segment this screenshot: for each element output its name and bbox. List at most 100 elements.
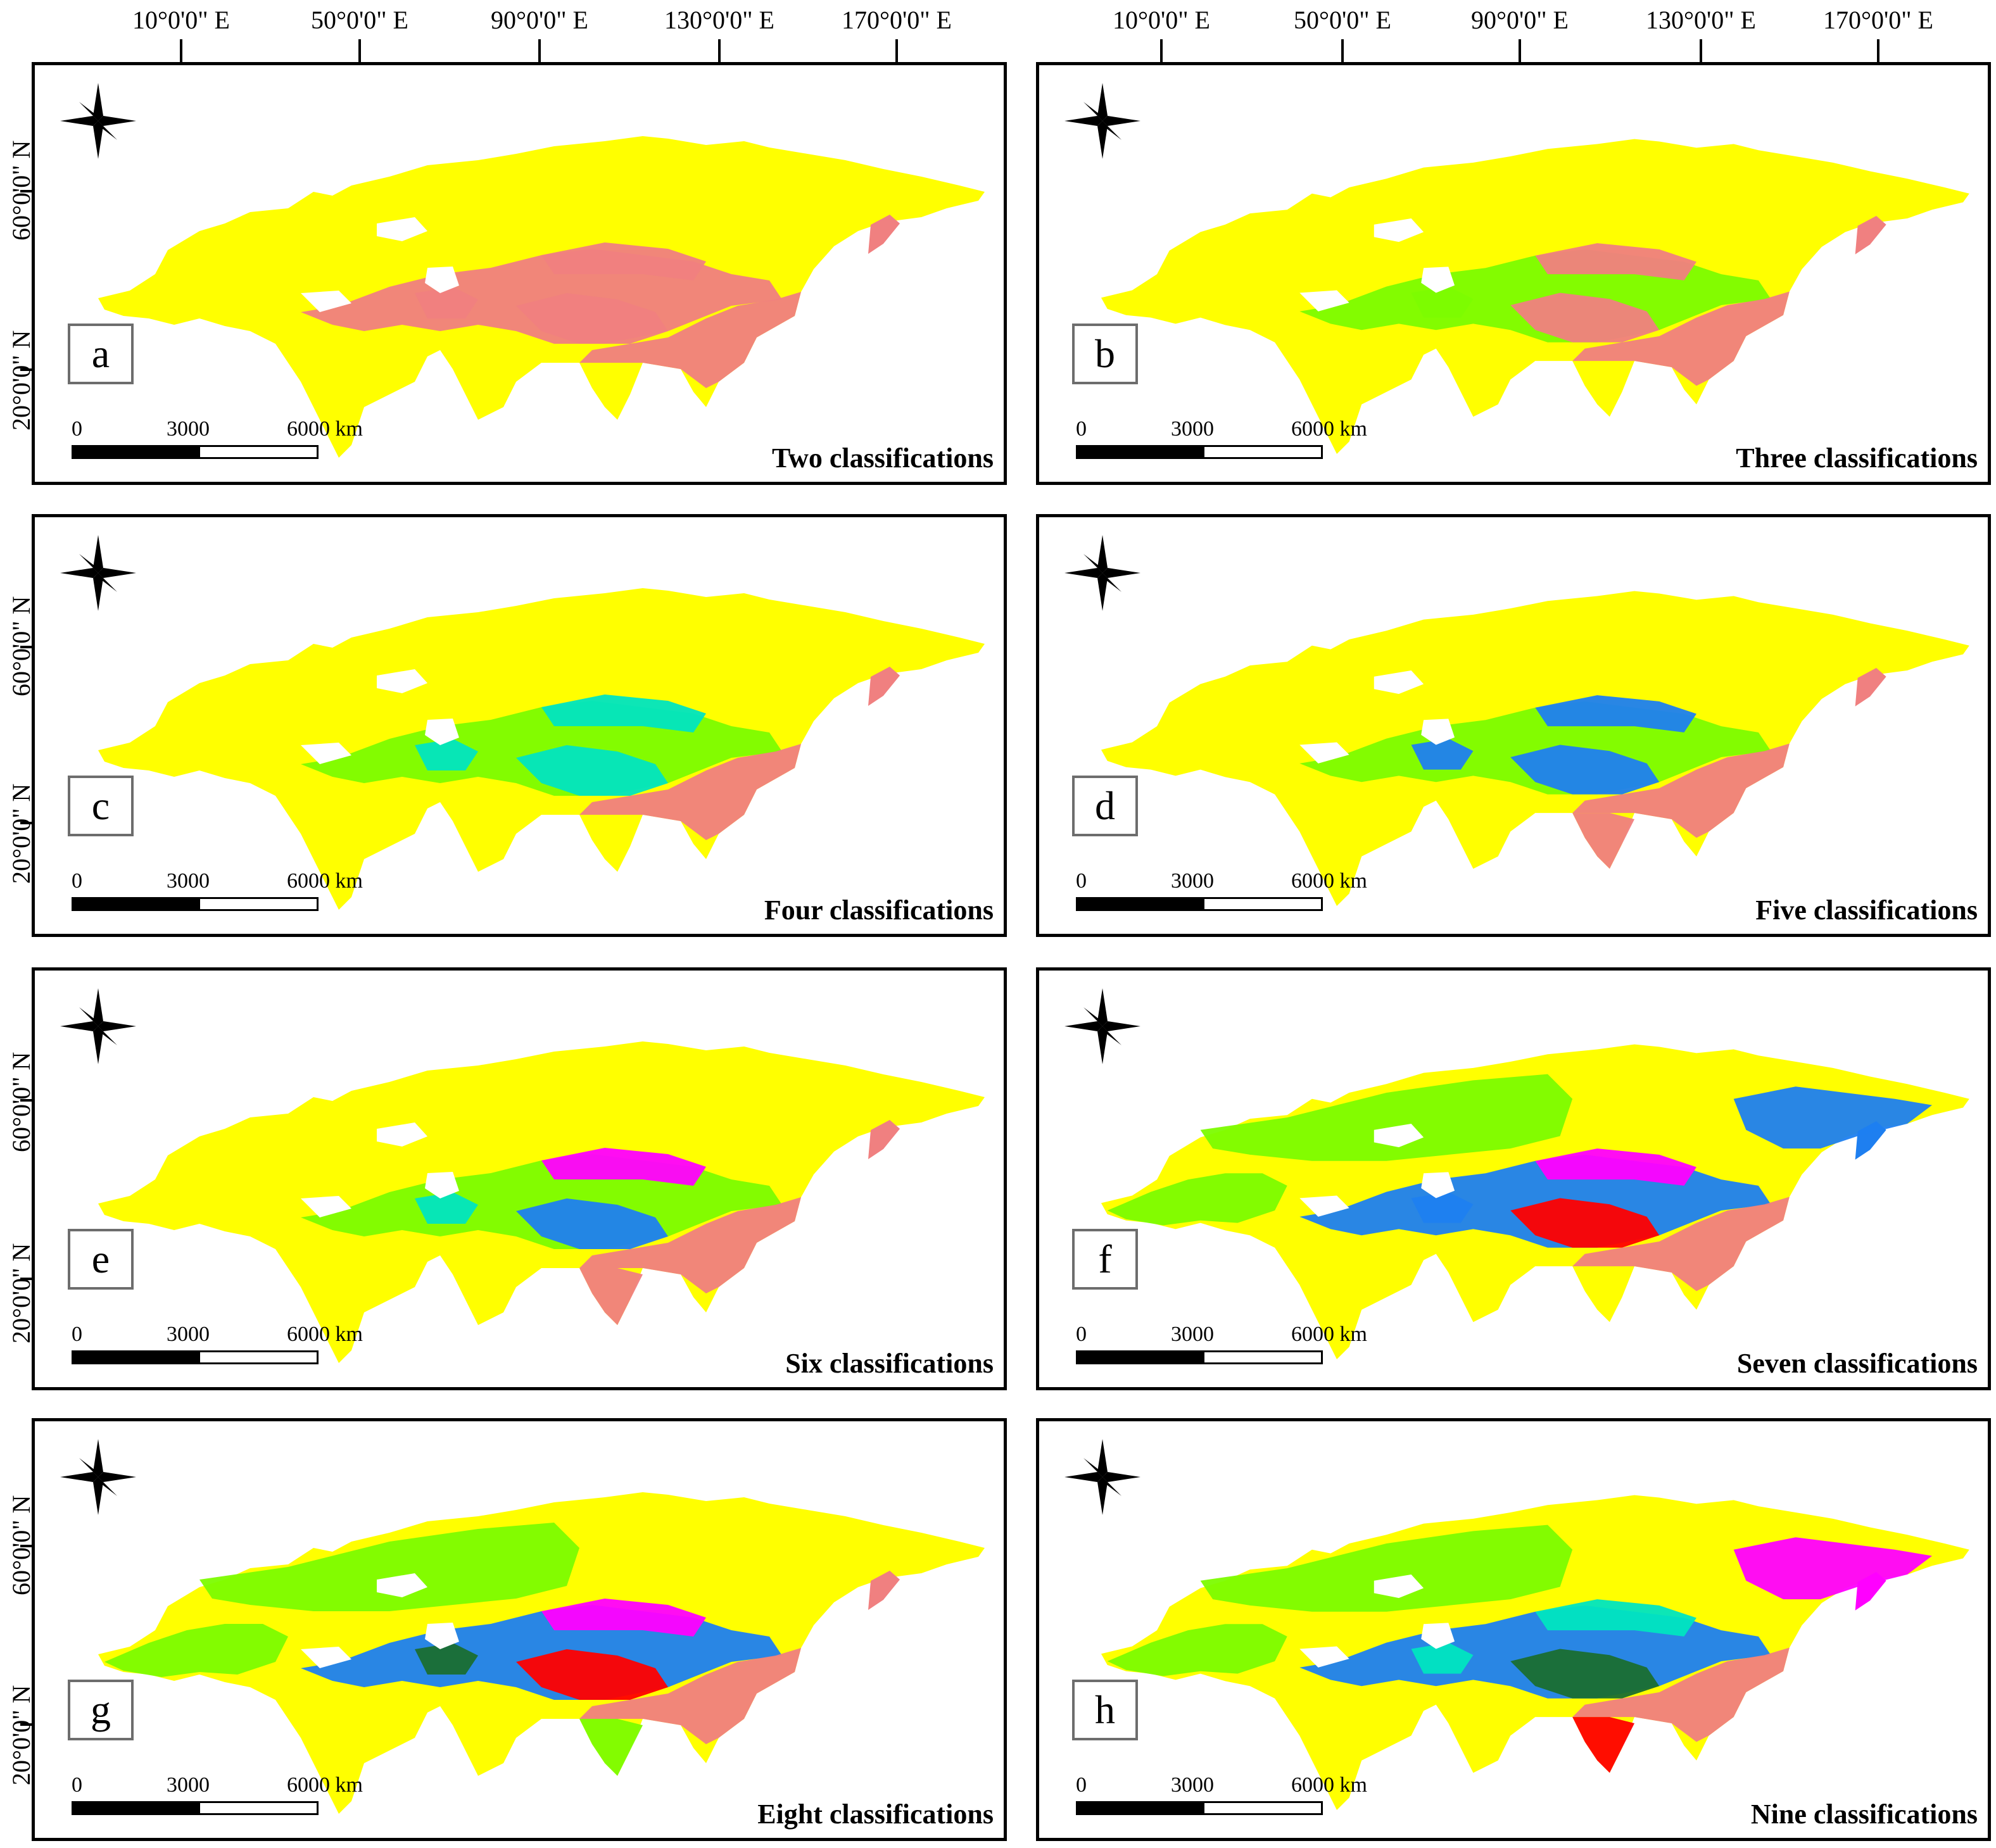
- panel-letter: f: [1072, 1229, 1138, 1290]
- water-body: [1299, 742, 1349, 764]
- panel-letter: d: [1072, 776, 1138, 836]
- class-region-tibet: [1510, 745, 1660, 795]
- kamchatka-region: [1855, 216, 1886, 255]
- north-arrow-icon: [60, 535, 136, 611]
- water-body: [425, 267, 459, 293]
- water-body: [1421, 719, 1455, 745]
- class-region-siberia: [1200, 1074, 1573, 1161]
- lat-tick: [20, 368, 42, 371]
- scale-label-end: 6000 km: [1291, 1323, 1367, 1346]
- class-region-south: [579, 1197, 801, 1293]
- lat-tick: [20, 1278, 42, 1280]
- panel-title: Seven classifications: [1736, 1348, 1978, 1379]
- water-body: [1374, 1574, 1424, 1599]
- scale-label-mid: 3000: [1171, 1323, 1214, 1346]
- lat-tick: [20, 1545, 42, 1547]
- class-region-south: [1572, 743, 1790, 838]
- lat-tick: [20, 1723, 42, 1726]
- scale-label-end: 6000 km: [287, 1323, 363, 1346]
- scale-segment-white: [198, 897, 319, 911]
- class-region-siberia: [199, 1523, 579, 1611]
- scale-label-mid: 3000: [167, 1323, 210, 1346]
- water-body: [377, 217, 427, 241]
- class-region-europe: [1107, 1173, 1287, 1226]
- scale-segment-white: [1203, 1801, 1323, 1815]
- class-region-tibet: [1510, 1649, 1660, 1699]
- north-arrow-icon: [1064, 988, 1140, 1064]
- lat-tick: [20, 646, 42, 648]
- class-region-mongolia: [1535, 243, 1696, 280]
- lon-tick: [1341, 39, 1344, 63]
- lon-label: 170°0'0" E: [1823, 6, 1933, 34]
- class-region-europe: [1107, 1624, 1287, 1676]
- classification-map: [1101, 1044, 1969, 1360]
- class-region-mongolia: [541, 695, 706, 732]
- class-region-caspian: [415, 739, 478, 770]
- north-arrow-icon: [60, 83, 136, 159]
- lat-tick: [20, 822, 42, 824]
- scale-label-mid: 3000: [167, 1773, 210, 1797]
- class-region-caspian: [1411, 1642, 1474, 1674]
- north-arrow-icon: [1064, 83, 1140, 159]
- scale-segment-black: [1076, 1801, 1203, 1815]
- scale-label-end: 6000 km: [1291, 417, 1367, 441]
- class-region-tibet: [516, 745, 668, 796]
- scale-label-zero: 0: [1076, 869, 1087, 893]
- scale-segment-black: [1076, 445, 1203, 459]
- scale-segment-white: [1203, 1350, 1323, 1364]
- water-body: [425, 1172, 459, 1198]
- kamchatka-region: [868, 215, 900, 254]
- scale-segment-black: [72, 897, 198, 911]
- panel-title: Five classifications: [1755, 895, 1978, 926]
- lon-tick: [1160, 39, 1163, 63]
- class-region-south: [1572, 291, 1790, 386]
- class-region-mongolia: [541, 1148, 706, 1186]
- class-region-caspian: [1411, 738, 1474, 770]
- water-body: [377, 669, 427, 693]
- lon-label: 130°0'0" E: [1646, 6, 1756, 34]
- water-body: [1374, 670, 1424, 695]
- lon-label: 10°0'0" E: [1113, 6, 1210, 34]
- map-panel-d: d 0 3000 6000 km Five classifications: [1036, 514, 1991, 937]
- scale-segment-white: [198, 1350, 319, 1364]
- north-arrow-icon: [1064, 535, 1140, 611]
- class-region-south: [579, 1648, 801, 1744]
- scale-segment-white: [198, 445, 319, 459]
- panel-letter: e: [68, 1229, 134, 1290]
- lon-label: 50°0'0" E: [1294, 6, 1391, 34]
- class-region-caspian: [415, 1643, 478, 1675]
- lon-tick: [180, 39, 182, 63]
- class-region-mongolia: [1535, 1148, 1696, 1186]
- water-body: [425, 1623, 459, 1649]
- class-region-caspian: [415, 287, 478, 318]
- class-region-mongolia: [1535, 1599, 1696, 1637]
- panel-title: Three classifications: [1736, 443, 1978, 474]
- classification-map: [1101, 1495, 1969, 1811]
- water-body: [301, 1647, 351, 1668]
- class-region-south: [1572, 1197, 1790, 1292]
- water-body: [301, 743, 351, 764]
- scale-label-mid: 3000: [167, 417, 210, 441]
- class-region-tibet: [516, 293, 668, 344]
- class-region-south: [1572, 1647, 1790, 1742]
- class-region-india: [1572, 813, 1635, 869]
- classification-map: [98, 1492, 985, 1814]
- water-body: [301, 291, 351, 312]
- panel-letter: g: [68, 1680, 134, 1740]
- panel-title: Four classifications: [764, 895, 994, 926]
- class-region-caspian: [1411, 1191, 1474, 1223]
- panel-title: Eight classifications: [757, 1799, 994, 1830]
- scale-label-mid: 3000: [1171, 869, 1214, 893]
- scale-label-zero: 0: [1076, 417, 1087, 441]
- map-panel-b: b 0 3000 6000 km Three classifications: [1036, 62, 1991, 485]
- scale-segment-black: [72, 445, 198, 459]
- panel-letter: c: [68, 776, 134, 836]
- kamchatka-region: [868, 667, 900, 706]
- scale-segment-black: [1076, 1350, 1203, 1364]
- kamchatka-region: [868, 1120, 900, 1159]
- map-panel-e: e 0 3000 6000 km Six classifications: [32, 967, 1007, 1390]
- water-body: [377, 1122, 427, 1147]
- class-region-east: [1733, 1086, 1933, 1149]
- panel-letter: a: [68, 324, 134, 384]
- water-body: [1421, 1623, 1455, 1649]
